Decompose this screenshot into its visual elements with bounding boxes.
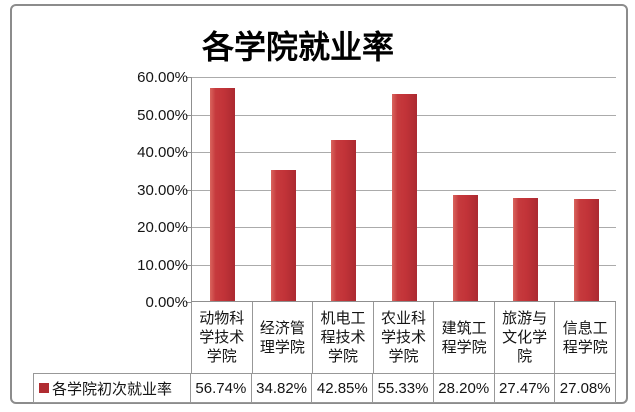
bar-4 [392,94,417,301]
category-cell-6: 旅游与文化学院 [493,302,555,374]
y-axis-tick [186,190,192,191]
y-axis-tick-label: 0.00% [145,294,188,311]
y-axis-tick [186,302,192,303]
category-cell-4: 农业科学技术学院 [372,302,434,374]
category-cell-1: 动物科学技术学院 [191,302,252,374]
bar-1 [210,88,235,301]
legend-cell: 各学院初次就业率 [33,373,191,403]
legend-swatch-icon [39,383,49,393]
value-cell-3: 42.85% [312,373,374,403]
bar-7 [574,199,599,301]
y-axis-tick [186,265,192,266]
category-cell-7: 信息工程学院 [554,302,617,374]
category-cell-3: 机电工程技术学院 [312,302,373,374]
y-axis-tick-label: 30.00% [137,182,188,199]
value-cell-1: 56.74% [191,373,252,403]
bar-6 [513,198,538,301]
y-axis-tick-label: 40.00% [137,144,188,161]
y-axis-tick [186,227,192,228]
y-axis-tick-label: 60.00% [137,69,188,86]
y-axis-tick [186,115,192,116]
y-axis-tick [186,77,192,78]
bar-5 [453,195,478,301]
chart-title: 各学院就业率 [201,28,395,66]
bar-2 [271,170,296,301]
legend-label: 各学院初次就业率 [52,380,173,398]
category-cell-5: 建筑工程学院 [433,302,494,374]
y-axis-tick-label: 20.00% [137,219,188,236]
chart-frame: 各学院就业率 60.00% 50.00% 40.00% 30.00% 20.00% 10.… [10,4,628,404]
category-cell-2: 经济管理学院 [251,302,313,374]
y-axis-tick-label: 50.00% [137,107,188,124]
category-axis-row: 动物科学技术学院 经济管理学院 机电工程技术学院 农业科学技术学院 建筑工程学院 旅游与文… [191,302,617,374]
y-axis-tick-label: 10.00% [137,257,188,274]
value-cell-2: 34.82% [251,373,313,403]
value-cell-4: 55.33% [373,373,434,403]
data-table-row: 各学院初次就业率 56.74% 34.82% 42.85% 55.33% 28.20% 2… [33,373,617,403]
value-cell-6: 27.47% [494,373,556,403]
value-cell-5: 28.20% [433,373,495,403]
value-cell-7: 27.08% [555,373,617,403]
y-axis-tick [186,152,192,153]
plot-area [186,77,616,303]
gridline [192,77,616,78]
bar-3 [331,140,356,301]
